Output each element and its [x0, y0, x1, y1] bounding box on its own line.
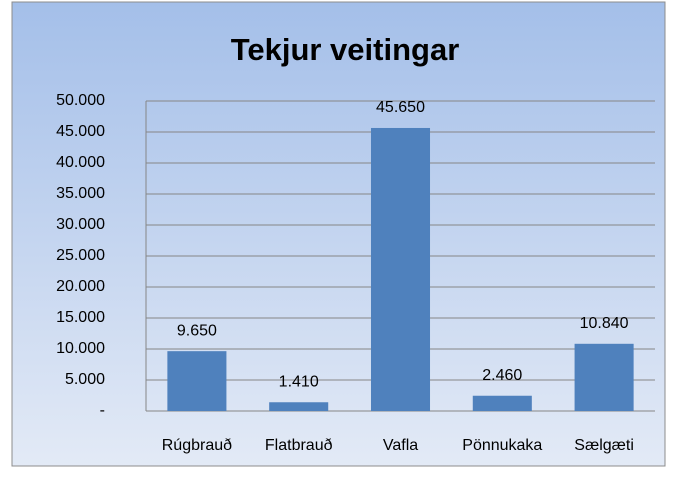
y-tick-label: 40.000: [56, 154, 105, 171]
y-tick-label: 15.000: [56, 309, 105, 326]
y-tick-label: 30.000: [56, 216, 105, 233]
y-tick-label: 5.000: [65, 371, 105, 388]
x-tick-label: Sælgæti: [574, 437, 634, 454]
y-tick-label: -: [100, 402, 105, 419]
bar: [370, 127, 431, 411]
bar: [472, 395, 532, 411]
data-label: 45.650: [376, 99, 425, 116]
x-tick-label: Vafla: [383, 437, 418, 454]
data-label: 10.840: [580, 315, 629, 332]
bar: [574, 343, 634, 411]
x-tick-label: Flatbrauð: [265, 437, 333, 454]
data-label: 9.650: [177, 322, 217, 339]
x-tick-label: Rúgbrauð: [162, 437, 232, 454]
bar: [269, 402, 329, 411]
y-tick-label: 35.000: [56, 185, 105, 202]
y-tick-label: 25.000: [56, 247, 105, 264]
y-tick-label: 10.000: [56, 340, 105, 357]
chart-title: Tekjur veitingar: [231, 32, 460, 67]
chart-frame: [11, 1, 666, 467]
y-tick-label: 50.000: [56, 92, 105, 109]
data-label: 1.410: [279, 373, 319, 390]
bar: [167, 351, 227, 411]
y-tick-label: 20.000: [56, 278, 105, 295]
x-tick-label: Pönnukaka: [462, 437, 542, 454]
y-tick-label: 45.000: [56, 123, 105, 140]
data-label: 2.460: [482, 367, 522, 384]
